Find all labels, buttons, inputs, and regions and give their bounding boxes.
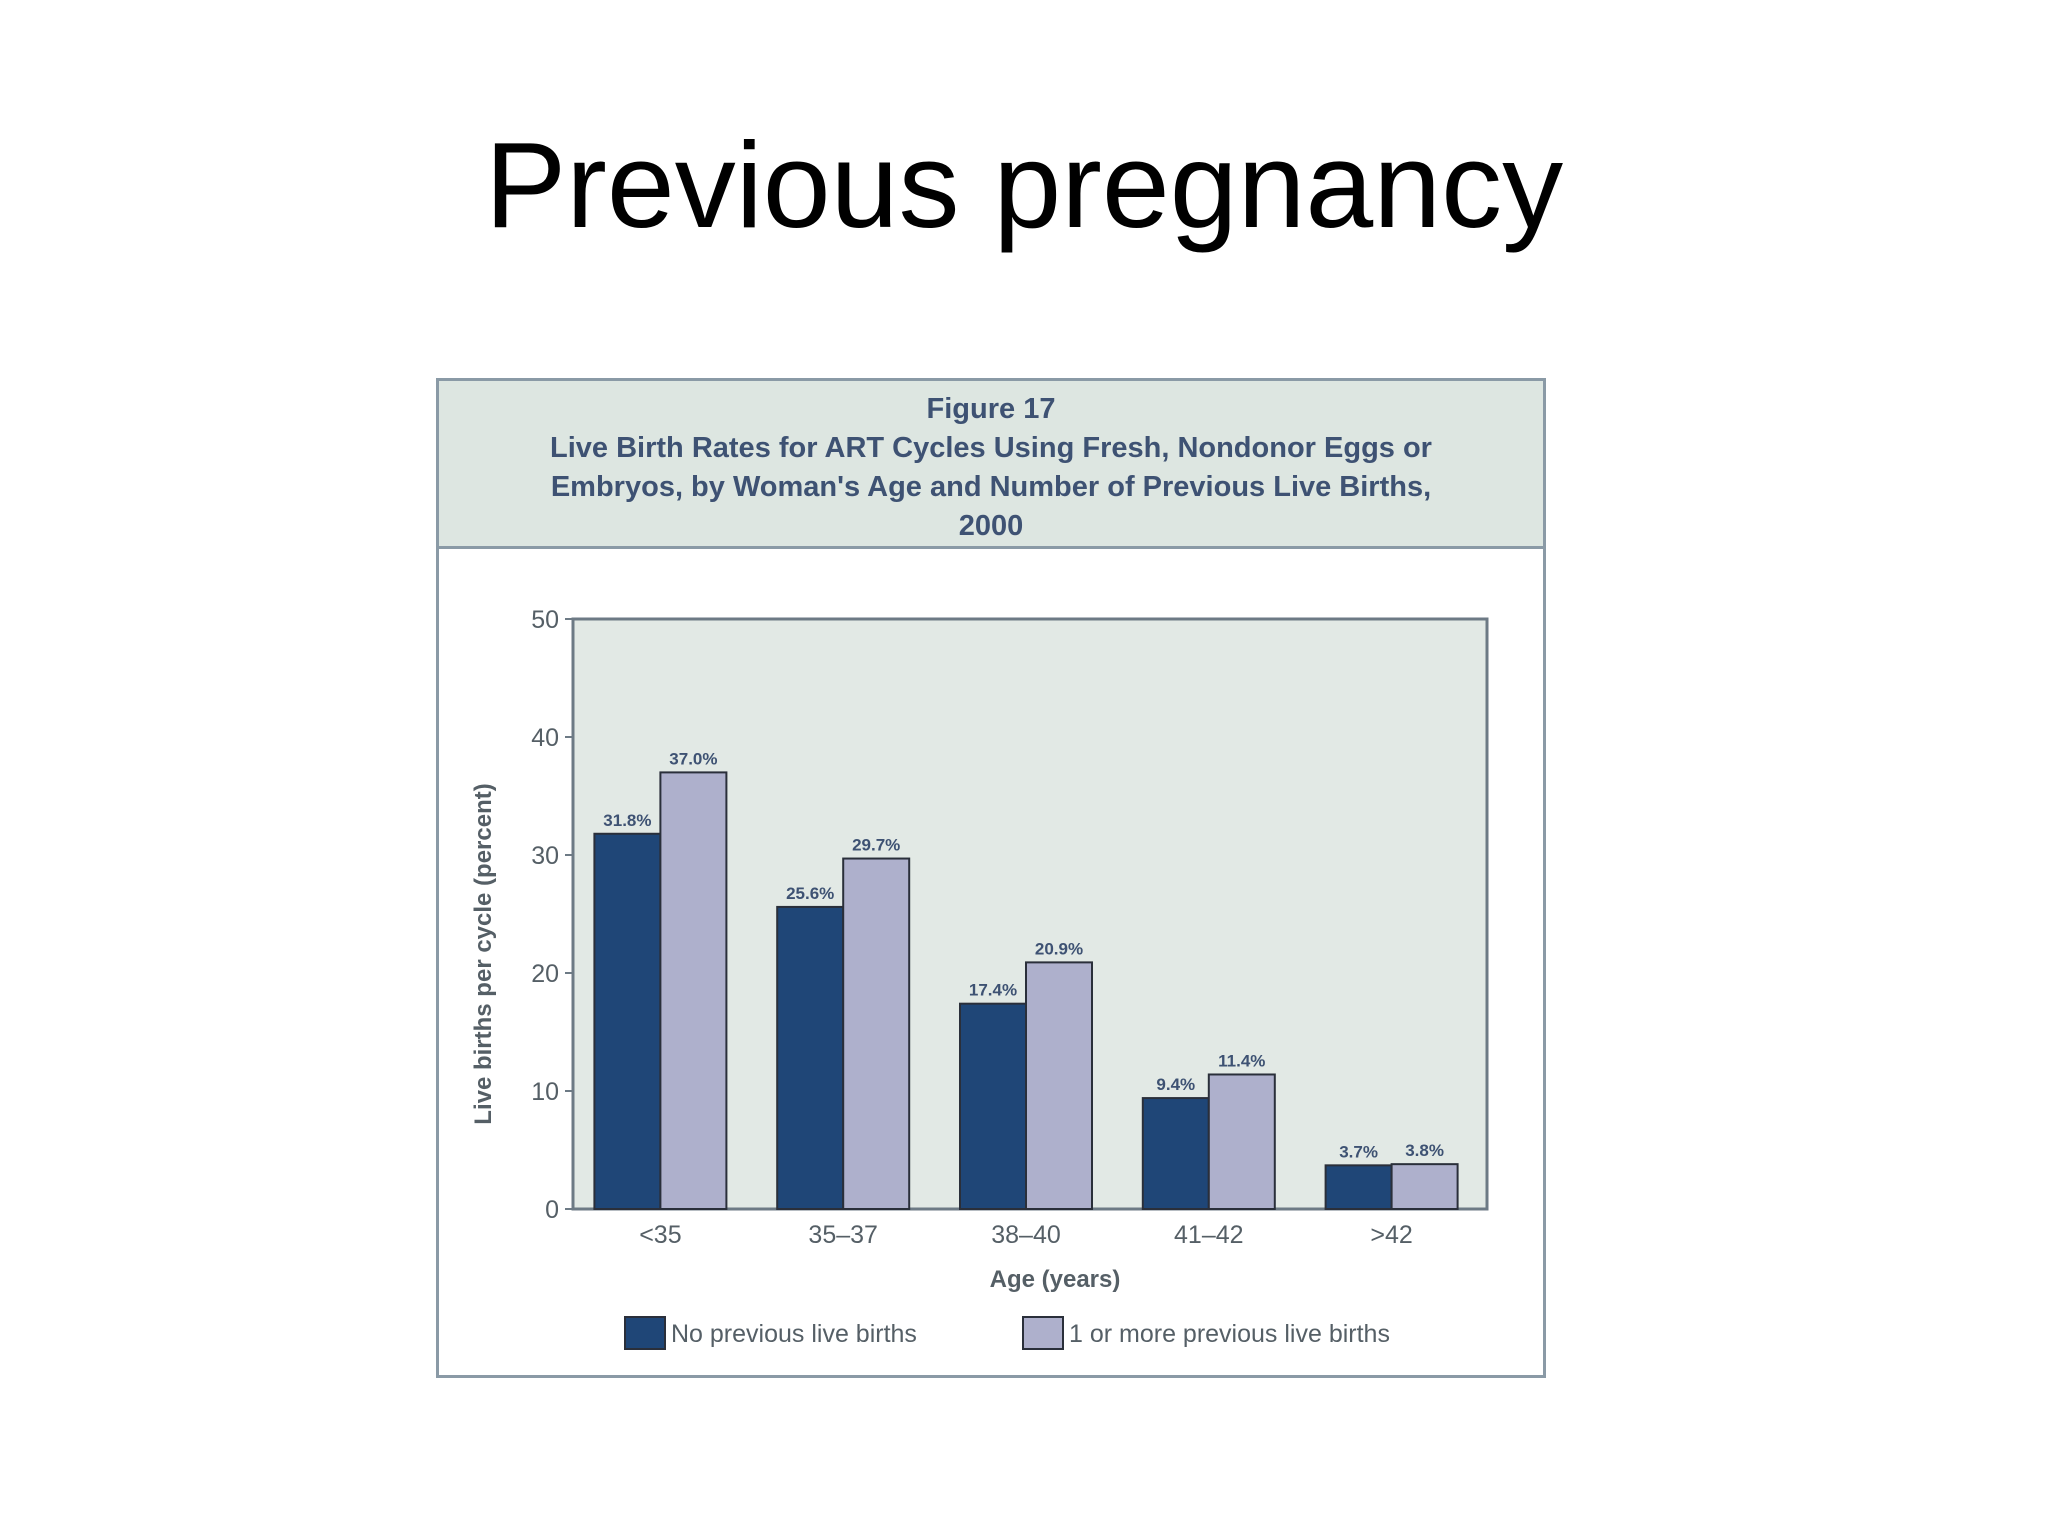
data-label: 17.4%	[969, 981, 1017, 1000]
slide-title: Previous pregnancy	[484, 117, 1564, 253]
data-label: 37.0%	[669, 749, 717, 768]
bar	[959, 1002, 1027, 1210]
x-tick-label: >42	[1370, 1221, 1412, 1249]
y-tick-label: 20	[531, 960, 559, 988]
y-tick-label: 50	[531, 606, 559, 634]
legend-label: No previous live births	[671, 1320, 917, 1348]
bar	[1141, 1097, 1210, 1211]
x-tick-label: 38–40	[991, 1221, 1061, 1249]
y-tick-label: 0	[545, 1196, 559, 1224]
legend-swatch	[1022, 1316, 1064, 1350]
y-tick-label: 30	[531, 842, 559, 870]
x-tick-label: 35–37	[808, 1221, 878, 1249]
data-label: 20.9%	[1035, 939, 1083, 958]
bar	[659, 771, 728, 1210]
figure-header: Figure 17 Live Birth Rates for ART Cycle…	[439, 381, 1543, 549]
x-tick-label: <35	[639, 1221, 681, 1249]
bar	[1390, 1163, 1459, 1210]
bar	[842, 857, 911, 1210]
legend-label: 1 or more previous live births	[1069, 1320, 1390, 1348]
bar	[1207, 1073, 1276, 1210]
data-label: 9.4%	[1156, 1075, 1195, 1094]
figure-title: Live Birth Rates for ART Cycles Using Fr…	[550, 432, 1432, 542]
bar	[593, 832, 662, 1210]
x-axis-title: Age (years)	[990, 1266, 1121, 1293]
data-label: 11.4%	[1218, 1051, 1265, 1070]
figure-number: Figure 17	[926, 393, 1056, 425]
bar	[776, 905, 845, 1210]
bar	[1324, 1164, 1393, 1211]
figure-panel: Figure 17 Live Birth Rates for ART Cycle…	[436, 378, 1546, 1378]
legend-swatch	[624, 1316, 666, 1350]
data-label: 29.7%	[852, 836, 900, 855]
y-tick-label: 40	[531, 724, 559, 752]
data-label: 25.6%	[786, 884, 834, 903]
y-axis-title: Live births per cycle (percent)	[470, 783, 497, 1124]
x-tick-label: 41–42	[1174, 1221, 1244, 1249]
y-tick-label: 10	[531, 1078, 559, 1106]
data-label: 3.8%	[1405, 1141, 1444, 1160]
data-label: 31.8%	[603, 811, 651, 830]
bar-chart: 0 10 20 30 40 50 Live births per cycle (percen…	[470, 606, 1489, 1350]
data-label: 3.7%	[1339, 1142, 1378, 1161]
bar	[1025, 961, 1093, 1210]
